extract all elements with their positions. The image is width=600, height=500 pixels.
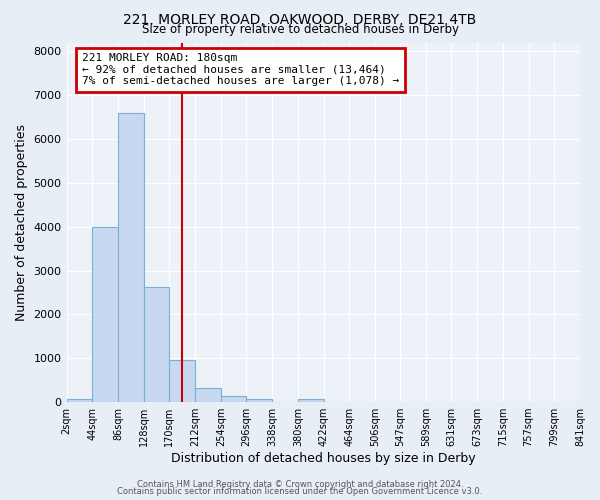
Text: Contains HM Land Registry data © Crown copyright and database right 2024.: Contains HM Land Registry data © Crown c… (137, 480, 463, 489)
Text: Size of property relative to detached houses in Derby: Size of property relative to detached ho… (142, 22, 458, 36)
Bar (169, 360, 195, 402)
Bar (118, 112, 143, 402)
X-axis label: Distribution of detached houses by size in Derby: Distribution of detached houses by size … (171, 452, 476, 465)
Bar (298, 399, 323, 402)
Text: 221, MORLEY ROAD, OAKWOOD, DERBY, DE21 4TB: 221, MORLEY ROAD, OAKWOOD, DERBY, DE21 4… (124, 12, 476, 26)
Bar (195, 388, 221, 402)
Bar (67, 399, 92, 402)
Text: 221 MORLEY ROAD: 180sqm
← 92% of detached houses are smaller (13,464)
7% of semi: 221 MORLEY ROAD: 180sqm ← 92% of detache… (82, 54, 399, 86)
Text: Contains public sector information licensed under the Open Government Licence v3: Contains public sector information licen… (118, 487, 482, 496)
Bar (221, 396, 247, 402)
Bar (247, 398, 272, 402)
Y-axis label: Number of detached properties: Number of detached properties (15, 124, 28, 321)
Bar (143, 287, 169, 402)
Bar (92, 226, 118, 402)
